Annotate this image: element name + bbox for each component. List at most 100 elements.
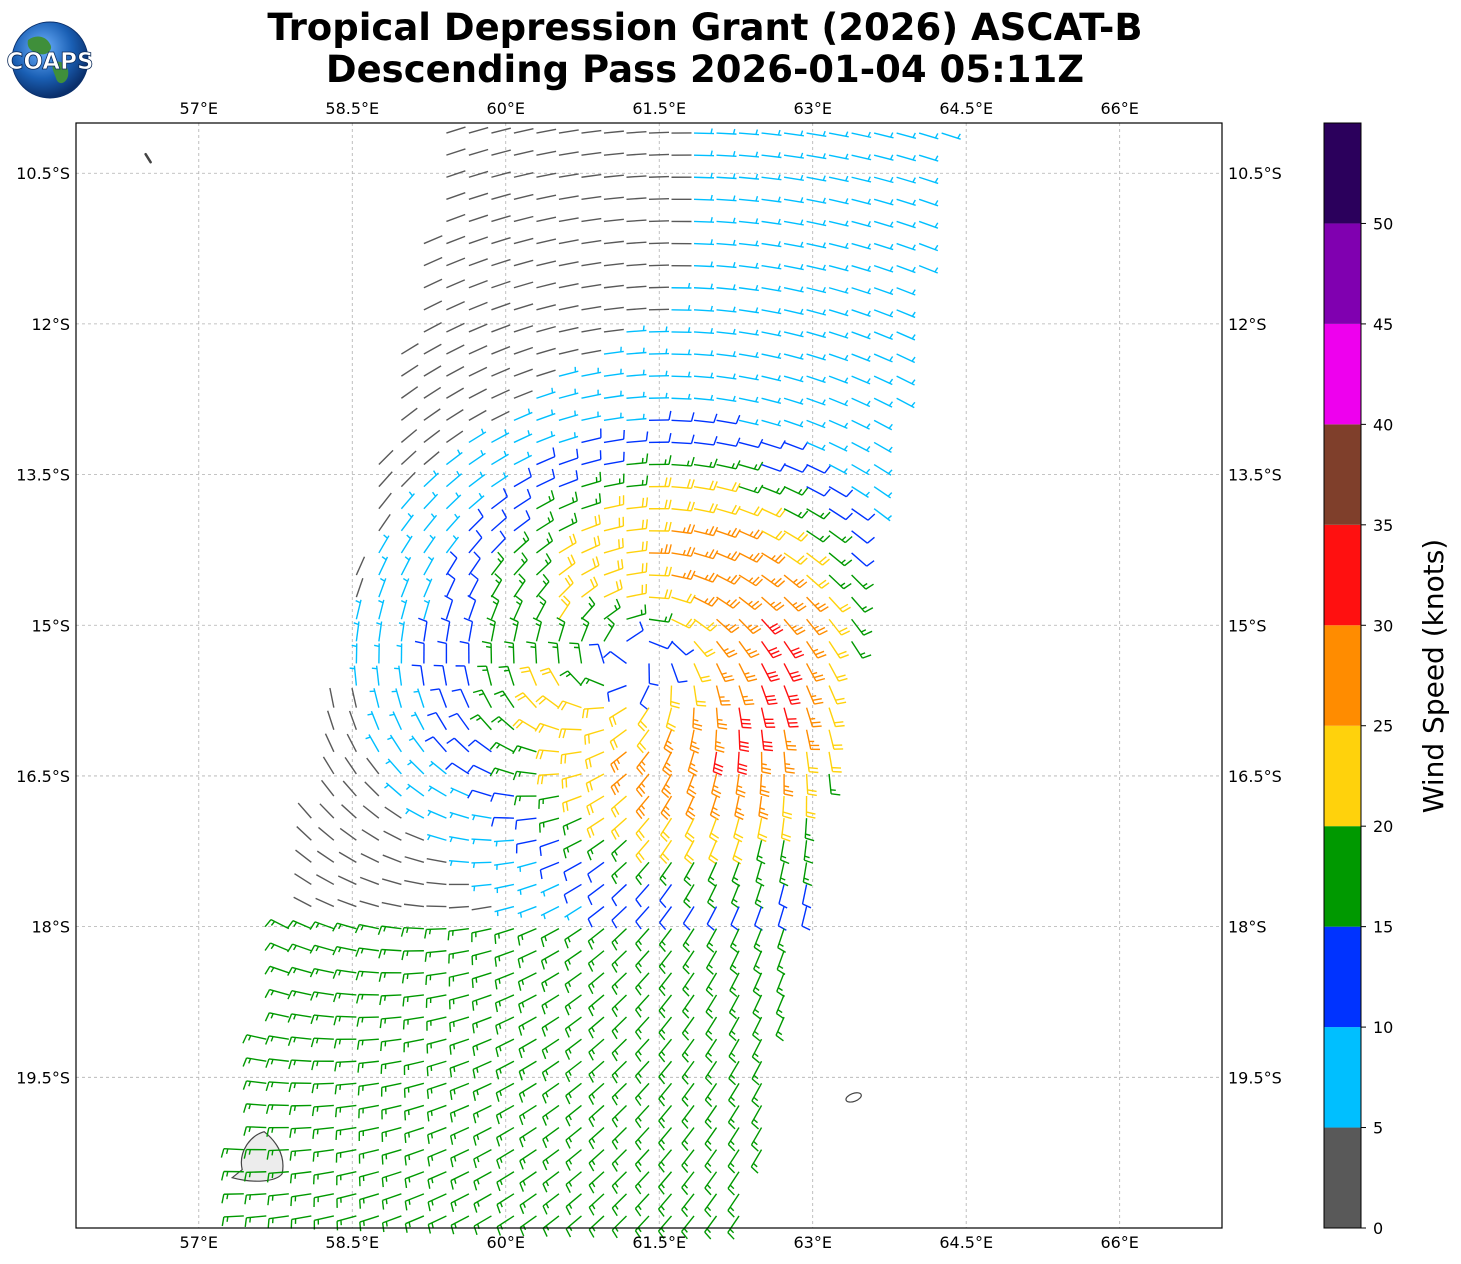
wind-barb <box>495 1038 515 1058</box>
wind-barb <box>671 456 695 467</box>
wind-barb <box>738 574 763 587</box>
wind-barb <box>491 127 511 134</box>
wind-barb <box>365 734 380 753</box>
wind-barb <box>896 353 916 364</box>
wind-barb <box>587 972 605 995</box>
wind-barb <box>401 950 424 961</box>
island-cargados <box>845 1092 862 1103</box>
wind-barb <box>761 596 785 611</box>
wind-barb <box>380 1082 402 1097</box>
wind-barb <box>761 174 782 181</box>
wind-barb <box>404 879 425 886</box>
wind-barb <box>467 594 477 620</box>
wind-barb <box>738 461 764 471</box>
wind-barb <box>729 928 740 953</box>
wind-barb <box>355 599 362 620</box>
wind-barb <box>445 492 462 510</box>
wind-barb <box>334 1104 357 1118</box>
wind-barb <box>498 665 515 686</box>
wind-barb <box>403 1038 425 1053</box>
wind-barb <box>490 530 506 554</box>
wind-barb <box>381 878 402 886</box>
wind-barb <box>693 458 718 469</box>
wind-barb <box>873 132 894 139</box>
wind-barb <box>468 508 484 532</box>
wind-barb <box>558 304 579 311</box>
wind-barb <box>473 1193 492 1213</box>
wind-barb <box>658 1171 673 1195</box>
wind-barb <box>518 1060 537 1081</box>
wind-barb <box>318 826 335 841</box>
wind-barb <box>806 153 827 160</box>
wind-barb <box>539 667 560 686</box>
wind-barb <box>806 309 827 316</box>
wind-barb <box>828 375 849 384</box>
wind-barb <box>361 829 380 841</box>
wind-barb <box>761 618 784 635</box>
wind-barb <box>400 512 414 532</box>
wind-barb <box>446 126 466 134</box>
wind-barb <box>471 814 492 821</box>
wind-barb <box>400 407 418 421</box>
wind-barb <box>536 347 556 355</box>
wind-barb <box>648 131 670 134</box>
wind-barb <box>387 734 402 753</box>
wind-barb <box>648 197 670 201</box>
wind-barb <box>783 219 804 226</box>
wind-barb <box>581 411 602 422</box>
wind-barb <box>671 412 695 422</box>
wind-barb <box>288 1082 312 1093</box>
wind-barb <box>738 685 755 706</box>
wind-barb <box>783 663 803 682</box>
wind-barb <box>805 729 820 751</box>
wind-barb <box>265 1035 289 1045</box>
lat-tick-label-right: 16.5°S <box>1228 767 1282 786</box>
wind-barb <box>581 514 601 532</box>
wind-barb <box>581 706 605 719</box>
wind-barb <box>851 309 871 317</box>
wind-barb <box>472 1060 492 1079</box>
wind-barb <box>728 1060 740 1086</box>
wind-barb <box>716 306 737 313</box>
wind-barb <box>242 1034 267 1044</box>
wind-barb <box>588 1171 605 1194</box>
wind-barb <box>896 375 916 386</box>
wind-barb <box>513 193 534 201</box>
wind-barb <box>490 816 514 827</box>
wind-barb <box>581 471 602 488</box>
wind-barb <box>603 368 624 377</box>
wind-barb <box>626 197 647 201</box>
wind-barb <box>311 1082 334 1094</box>
wind-barb <box>611 861 627 885</box>
wind-barb <box>716 262 737 269</box>
wind-barb <box>494 972 515 990</box>
wind-barb <box>602 650 627 665</box>
wind-barb <box>603 579 623 598</box>
wind-barb <box>430 688 448 708</box>
wind-barb <box>728 1082 740 1108</box>
wind-barb <box>294 873 312 886</box>
wind-barb <box>635 861 650 886</box>
wind-barb <box>359 876 380 886</box>
wind-barb <box>626 584 648 598</box>
wind-barb <box>851 596 874 613</box>
wind-barb <box>751 1083 763 1108</box>
wind-barb <box>355 970 379 981</box>
wind-barb <box>400 556 412 576</box>
wind-barb <box>611 1171 627 1195</box>
wind-barb <box>805 685 824 705</box>
wind-barb <box>828 463 848 475</box>
wind-barb <box>851 397 871 408</box>
wind-barb <box>783 530 809 542</box>
wind-barb <box>471 950 492 966</box>
wind-barb <box>356 993 379 1004</box>
wind-barb <box>244 1193 267 1205</box>
wind-barb <box>404 1148 425 1166</box>
wind-barb <box>716 151 737 158</box>
wind-barb <box>873 375 894 386</box>
wind-barb <box>828 153 849 160</box>
wind-barb <box>471 905 492 911</box>
wind-barb <box>581 576 599 598</box>
wind-barb <box>468 529 483 554</box>
wind-barb <box>581 239 602 245</box>
